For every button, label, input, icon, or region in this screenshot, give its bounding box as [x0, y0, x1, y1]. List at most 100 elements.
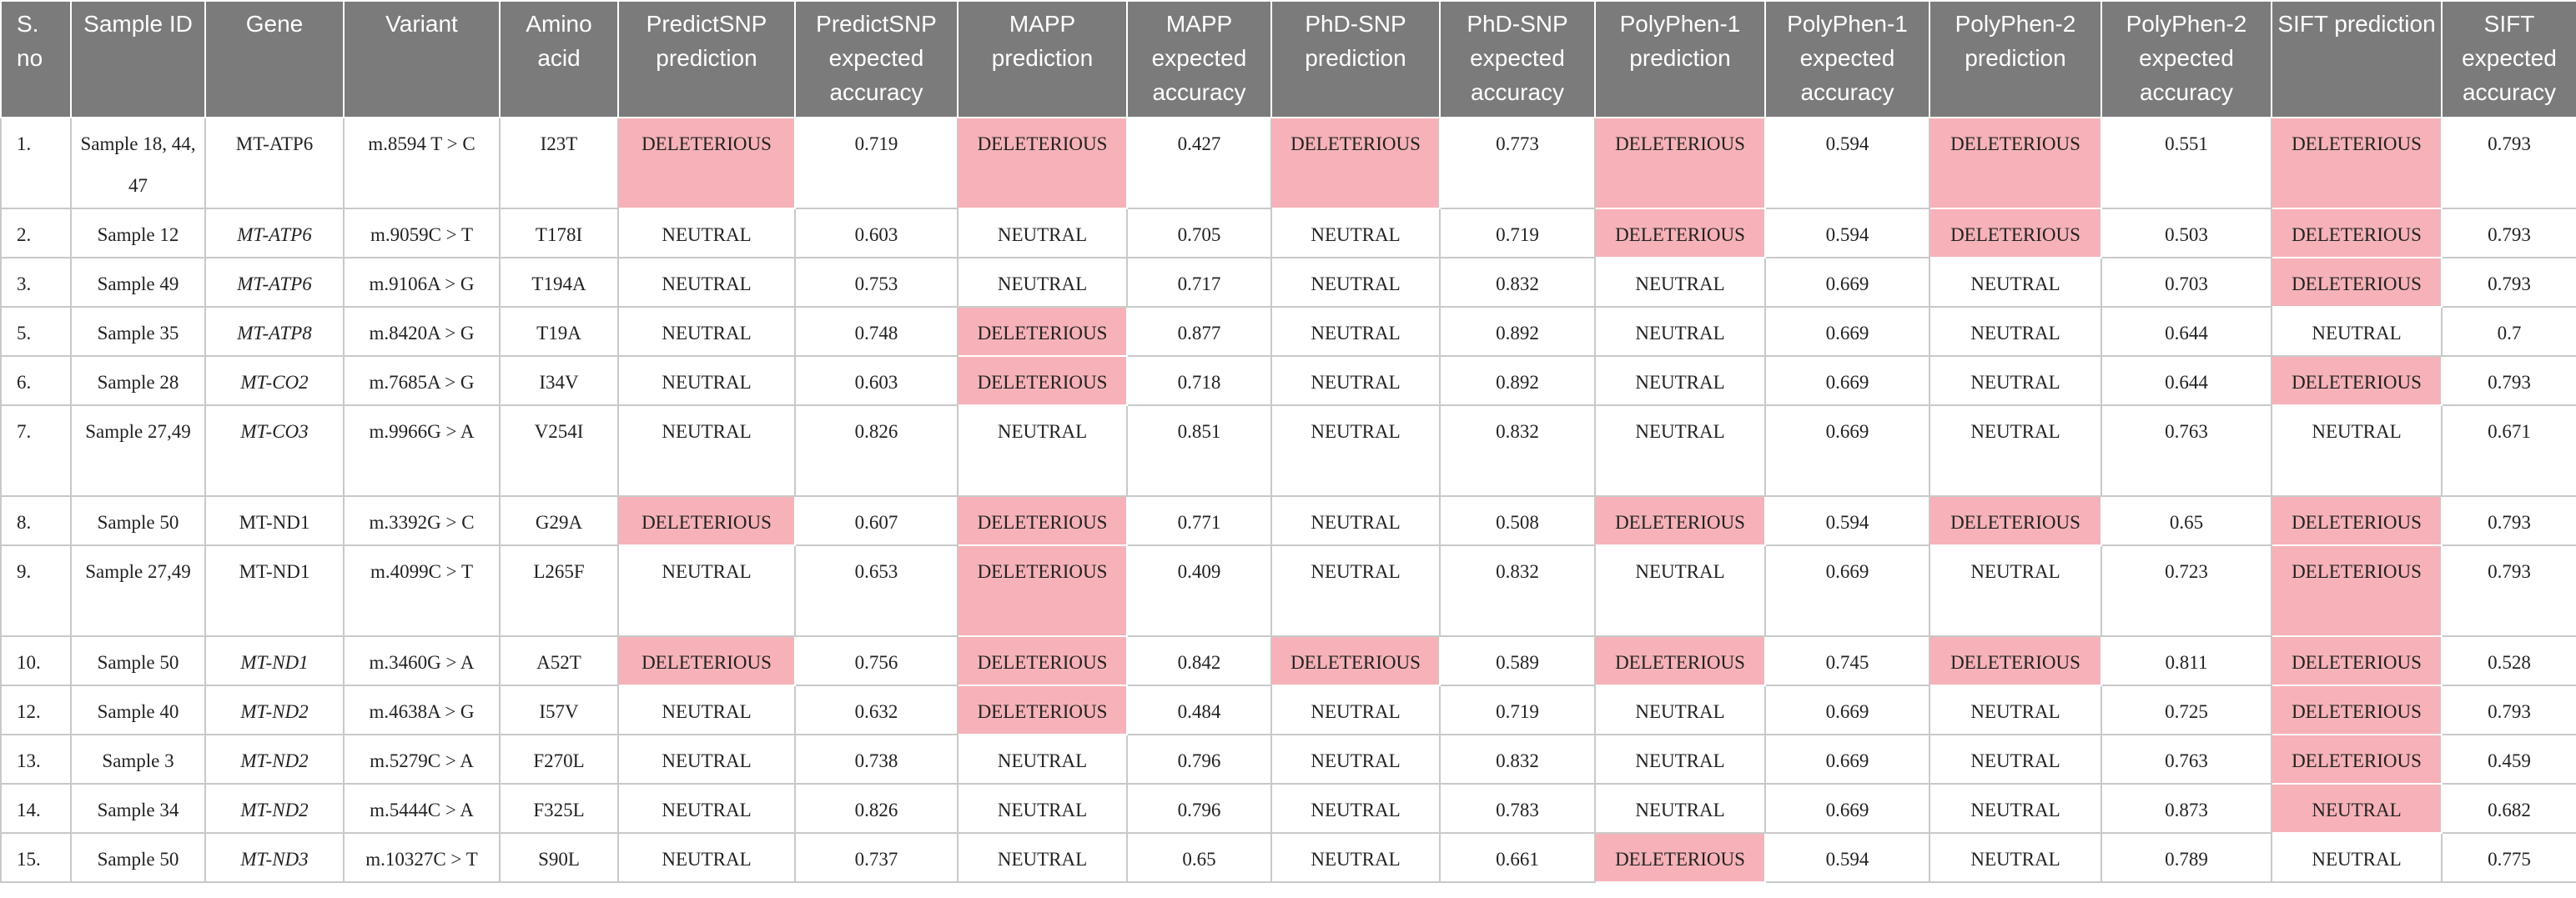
- column-header: Variant: [343, 0, 501, 118]
- accuracy-cell: 0.594: [1764, 208, 1930, 258]
- variant-cell: m.3392G > C: [343, 495, 501, 546]
- amino-acid-cell: T194A: [499, 257, 619, 308]
- column-header: SIFT expected accuracy: [2441, 0, 2576, 118]
- gene-cell: MT-ATP8: [204, 306, 345, 357]
- accuracy-cell: 0.892: [1439, 306, 1596, 357]
- column-header: PolyPhen-1 prediction: [1594, 0, 1766, 118]
- accuracy-cell: 0.771: [1126, 495, 1272, 546]
- accuracy-cell: 0.669: [1764, 734, 1930, 785]
- prediction-cell: NEUTRAL: [1594, 355, 1766, 406]
- prediction-cell: NEUTRAL: [1929, 734, 2102, 785]
- accuracy-cell: 0.723: [2101, 544, 2272, 637]
- serial-number-cell: 15.: [0, 832, 72, 883]
- accuracy-cell: 0.763: [2101, 734, 2272, 785]
- sample-id-cell: Sample 50: [70, 495, 206, 546]
- prediction-cell: NEUTRAL: [957, 832, 1128, 883]
- prediction-cell: NEUTRAL: [957, 257, 1128, 308]
- column-header: PolyPhen-1 expected accuracy: [1764, 0, 1930, 118]
- variant-cell: m.9059C > T: [343, 208, 501, 258]
- prediction-cell: NEUTRAL: [1270, 257, 1441, 308]
- table-header: S. no Sample ID Gene Variant Amino acid Predi…: [0, 0, 2576, 118]
- accuracy-cell: 0.717: [1126, 257, 1272, 308]
- prediction-cell: NEUTRAL: [957, 208, 1128, 258]
- prediction-cell: NEUTRAL: [957, 734, 1128, 785]
- accuracy-cell: 0.719: [1439, 685, 1596, 735]
- table-row: 5. Sample 35 MT-ATP8 m.8420A > G T19A NEUTRAL…: [0, 306, 2576, 357]
- prediction-cell: NEUTRAL: [617, 832, 796, 883]
- accuracy-cell: 0.594: [1764, 832, 1930, 883]
- prediction-cell: NEUTRAL: [1594, 783, 1766, 834]
- gene-cell: MT-ND2: [204, 783, 345, 834]
- prediction-cell: DELETERIOUS: [2271, 257, 2443, 308]
- accuracy-cell: 0.719: [1439, 208, 1596, 258]
- accuracy-cell: 0.65: [1126, 832, 1272, 883]
- prediction-cell: DELETERIOUS: [1929, 495, 2102, 546]
- table-row: 15. Sample 50 MT-ND3 m.10327C > T S90L NEUTRA…: [0, 832, 2576, 883]
- gene-cell: MT-ATP6: [204, 257, 345, 308]
- column-header: PhD-SNP expected accuracy: [1439, 0, 1596, 118]
- amino-acid-cell: V254I: [499, 404, 619, 497]
- prediction-cell: NEUTRAL: [1594, 306, 1766, 357]
- accuracy-cell: 0.842: [1126, 635, 1272, 686]
- accuracy-cell: 0.793: [2441, 355, 2576, 406]
- prediction-cell: NEUTRAL: [1270, 404, 1441, 497]
- accuracy-cell: 0.409: [1126, 544, 1272, 637]
- prediction-cell: NEUTRAL: [1270, 306, 1441, 357]
- sample-id-cell: Sample 50: [70, 832, 206, 883]
- accuracy-cell: 0.528: [2441, 635, 2576, 686]
- accuracy-cell: 0.607: [794, 495, 958, 546]
- prediction-cell: DELETERIOUS: [957, 306, 1128, 357]
- prediction-cell: DELETERIOUS: [1594, 208, 1766, 258]
- accuracy-cell: 0.793: [2441, 685, 2576, 735]
- table-row: 9. Sample 27,49 MT-ND1 m.4099C > T L265F NEUT…: [0, 544, 2576, 637]
- accuracy-cell: 0.748: [794, 306, 958, 357]
- prediction-cell: NEUTRAL: [1594, 257, 1766, 308]
- amino-acid-cell: T19A: [499, 306, 619, 357]
- accuracy-cell: 0.892: [1439, 355, 1596, 406]
- accuracy-cell: 0.669: [1764, 257, 1930, 308]
- accuracy-cell: 0.811: [2101, 635, 2272, 686]
- accuracy-cell: 0.725: [2101, 685, 2272, 735]
- accuracy-cell: 0.796: [1126, 734, 1272, 785]
- sample-id-cell: Sample 18, 44, 47: [70, 117, 206, 209]
- amino-acid-cell: I57V: [499, 685, 619, 735]
- prediction-cell: NEUTRAL: [2271, 306, 2443, 357]
- prediction-cell: NEUTRAL: [1594, 404, 1766, 497]
- prediction-cell: NEUTRAL: [617, 306, 796, 357]
- table-row: 7. Sample 27,49 MT-CO3 m.9966G > A V254I NEUT…: [0, 404, 2576, 497]
- prediction-cell: NEUTRAL: [1270, 685, 1441, 735]
- prediction-cell: NEUTRAL: [1594, 685, 1766, 735]
- sample-id-cell: Sample 34: [70, 783, 206, 834]
- accuracy-cell: 0.503: [2101, 208, 2272, 258]
- amino-acid-cell: I34V: [499, 355, 619, 406]
- accuracy-cell: 0.589: [1439, 635, 1596, 686]
- accuracy-cell: 0.632: [794, 685, 958, 735]
- prediction-cell: DELETERIOUS: [957, 635, 1128, 686]
- serial-number-cell: 12.: [0, 685, 72, 735]
- amino-acid-cell: F325L: [499, 783, 619, 834]
- prediction-cell: DELETERIOUS: [1594, 495, 1766, 546]
- prediction-cell: NEUTRAL: [1929, 783, 2102, 834]
- serial-number-cell: 3.: [0, 257, 72, 308]
- accuracy-cell: 0.737: [794, 832, 958, 883]
- prediction-cell: NEUTRAL: [617, 355, 796, 406]
- accuracy-cell: 0.775: [2441, 832, 2576, 883]
- prediction-cell: DELETERIOUS: [1929, 208, 2102, 258]
- column-header: Amino acid: [499, 0, 619, 118]
- amino-acid-cell: A52T: [499, 635, 619, 686]
- accuracy-cell: 0.793: [2441, 495, 2576, 546]
- variant-cell: m.5279C > A: [343, 734, 501, 785]
- gene-cell: MT-ATP6: [204, 117, 345, 209]
- gene-cell: MT-ND2: [204, 685, 345, 735]
- prediction-cell: NEUTRAL: [1929, 404, 2102, 497]
- column-header: Gene: [204, 0, 345, 118]
- table-row: 14. Sample 34 MT-ND2 m.5444C > A F325L NEUTRA…: [0, 783, 2576, 834]
- column-header: PredictSNP prediction: [617, 0, 796, 118]
- variant-cell: m.9106A > G: [343, 257, 501, 308]
- accuracy-cell: 0.705: [1126, 208, 1272, 258]
- table-row: 3. Sample 49 MT-ATP6 m.9106A > G T194A NEUTRA…: [0, 257, 2576, 308]
- sample-id-cell: Sample 27,49: [70, 404, 206, 497]
- prediction-cell: NEUTRAL: [1270, 734, 1441, 785]
- sample-id-cell: Sample 40: [70, 685, 206, 735]
- prediction-cell: DELETERIOUS: [2271, 635, 2443, 686]
